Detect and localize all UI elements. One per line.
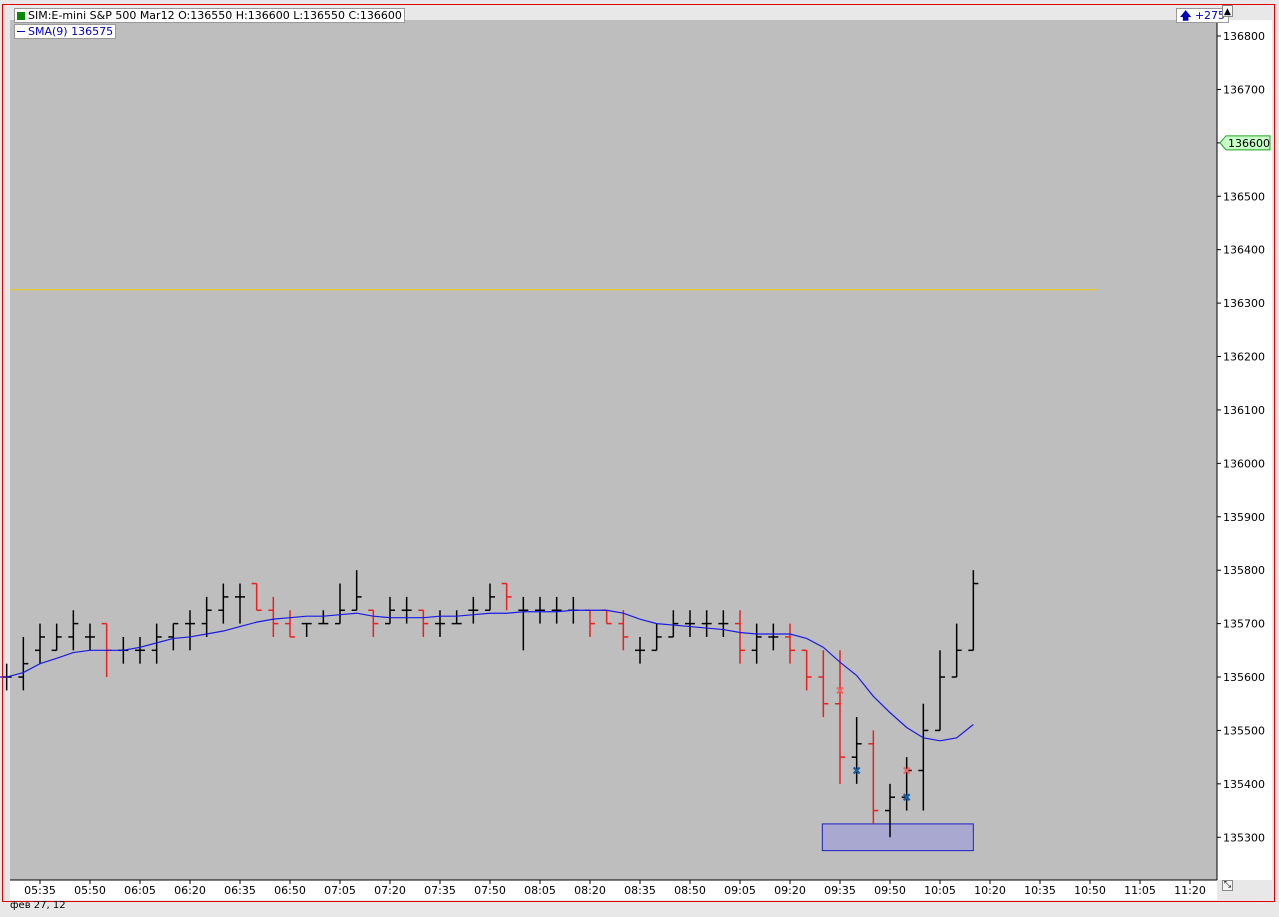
highlight-zone: [821, 823, 974, 852]
x-tick-label: 08:05: [524, 884, 556, 897]
plot-area: [10, 20, 1217, 880]
x-tick-label: 09:50: [874, 884, 906, 897]
x-tick-label: 07:20: [374, 884, 406, 897]
x-tick-label: 06:20: [174, 884, 206, 897]
x-tick-label: 07:05: [324, 884, 356, 897]
x-tick-label: 09:20: [774, 884, 806, 897]
y-tick-label: 135800: [1223, 564, 1265, 577]
y-tick-label: 135300: [1223, 831, 1265, 844]
sma-legend-text: SMA(9) 136575: [28, 25, 114, 38]
x-tick-label: 10:35: [1024, 884, 1056, 897]
y-tick-label: 136300: [1223, 297, 1265, 310]
x-tick-label: 10:20: [974, 884, 1006, 897]
y-tick-label: 136000: [1223, 457, 1265, 470]
time-axis: [10, 880, 1217, 900]
scroll-up-icon[interactable]: ▲: [1222, 5, 1233, 17]
x-tick-label: 06:05: [124, 884, 156, 897]
x-tick-label: 10:50: [1074, 884, 1106, 897]
current-price-label: 136600: [1228, 137, 1270, 150]
instrument-header: SIM:E-mini S&P 500 Mar12 O:136550 H:1366…: [14, 8, 405, 23]
x-tick-label: 05:35: [24, 884, 56, 897]
trade-marker: [852, 766, 861, 775]
x-tick-label: 11:05: [1124, 884, 1156, 897]
y-tick-label: 135700: [1223, 618, 1265, 631]
x-tick-label: 07:35: [424, 884, 456, 897]
trade-marker: [902, 766, 911, 775]
x-tick-label: 06:50: [274, 884, 306, 897]
sma-line: [0, 609, 974, 742]
net-change-value: +275: [1194, 9, 1226, 22]
chart-frame: [2, 4, 1275, 902]
x-tick-label: 09:05: [724, 884, 756, 897]
y-tick-label: 136400: [1223, 244, 1265, 257]
y-tick-label: 136800: [1223, 30, 1265, 43]
y-tick-label: 136500: [1223, 190, 1265, 203]
net-change-badge: 🡅 +275: [1176, 8, 1230, 23]
x-tick-label: 06:35: [224, 884, 256, 897]
sma-legend[interactable]: SMA(9) 136575: [14, 24, 117, 39]
current-price-tag: [1219, 135, 1271, 151]
y-tick-label: 136700: [1223, 83, 1265, 96]
y-tick-label: 135600: [1223, 671, 1265, 684]
resize-grip-icon[interactable]: ⤡: [1222, 880, 1233, 891]
x-tick-label: 08:20: [574, 884, 606, 897]
connection-status-icon: [17, 12, 25, 20]
date-label: фев 27, 12: [10, 900, 66, 911]
x-tick-label: 08:50: [674, 884, 706, 897]
y-tick-label: 136200: [1223, 351, 1265, 364]
x-tick-label: 05:50: [74, 884, 106, 897]
sma-line-swatch: [17, 31, 25, 32]
arrow-up-icon: 🡅: [1180, 9, 1192, 22]
x-tick-label: 08:35: [624, 884, 656, 897]
y-tick-label: 135500: [1223, 724, 1265, 737]
x-tick-label: 07:50: [474, 884, 506, 897]
x-tick-label: 10:05: [924, 884, 956, 897]
trade-marker: [902, 793, 911, 801]
instrument-ohlc-text: SIM:E-mini S&P 500 Mar12 O:136550 H:1366…: [28, 9, 402, 22]
trade-marker: [836, 686, 844, 695]
x-tick-label: 11:20: [1174, 884, 1206, 897]
x-tick-label: 09:35: [824, 884, 856, 897]
y-tick-label: 135900: [1223, 511, 1265, 524]
y-tick-label: 136100: [1223, 404, 1265, 417]
price-axis: [1217, 20, 1272, 880]
y-tick-label: 135400: [1223, 778, 1265, 791]
